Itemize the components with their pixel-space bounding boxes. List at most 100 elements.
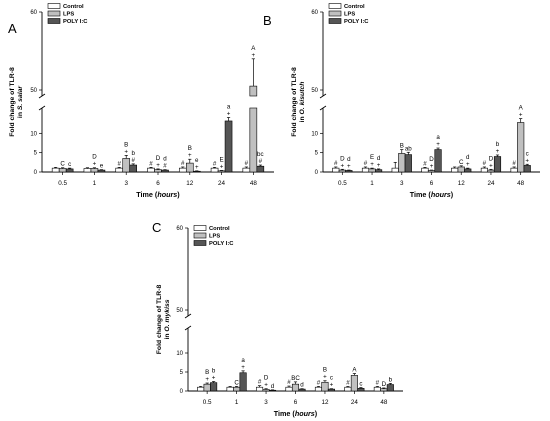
- y-axis-label: Fold change of TLR-8in O. mykiss: [156, 285, 171, 355]
- y-axis-label-species: O. mykiss: [164, 299, 171, 331]
- significance-label: d: [163, 156, 167, 163]
- y-tick-label: 0: [34, 170, 38, 176]
- x-tick-label: 12: [321, 399, 329, 406]
- significance-label: #: [512, 160, 516, 167]
- bar-polyic: [493, 156, 502, 173]
- significance-label: C: [234, 379, 239, 386]
- bar-lps: [58, 168, 67, 173]
- bar-polyic: [161, 169, 169, 173]
- bar-control: [51, 167, 60, 173]
- bar-control: [226, 386, 234, 392]
- bar-lps: [338, 169, 346, 173]
- x-axis-label-suffix: ): [315, 409, 318, 418]
- bar-control: [314, 386, 323, 392]
- bar-polyic: [464, 168, 472, 173]
- significance-label: +: [252, 52, 256, 59]
- legend-swatch-polyic: [193, 240, 207, 246]
- bar-control: [285, 386, 293, 392]
- legend-label-polyic: POLY I:C: [63, 19, 88, 25]
- significance-label: a: [436, 134, 440, 141]
- y-tick-label: 60: [30, 10, 37, 16]
- legend-label-lps: LPS: [344, 12, 355, 18]
- bar-lps-upper: [249, 85, 258, 97]
- legend-swatch-polyic: [328, 18, 342, 24]
- y-tick-label: 10: [176, 351, 183, 357]
- x-tick-label: 24: [487, 180, 495, 187]
- x-axis-label: Time (hours): [274, 409, 318, 418]
- bar-lps: [122, 158, 131, 173]
- significance-label: D: [92, 154, 97, 161]
- bar-control: [83, 168, 92, 173]
- y-axis-label-prefix: in: [299, 114, 306, 122]
- significance-label: +: [519, 112, 523, 119]
- axis-break-mark: [184, 313, 192, 319]
- significance-label: #: [423, 160, 427, 167]
- significance-label: E: [370, 154, 374, 161]
- bar-polyic: [210, 382, 218, 392]
- chart-panel-c: C 0 5 10 50 60 Fold change of TLR-8in O. mykis…: [152, 220, 403, 418]
- significance-label: #: [317, 379, 321, 386]
- x-axis-label-suffix: ): [177, 190, 180, 199]
- significance-label: bc: [257, 151, 264, 158]
- bar-lps: [217, 170, 226, 173]
- significance-label: b: [389, 376, 393, 383]
- x-tick-label: 0.5: [58, 180, 67, 187]
- significance-label: #: [364, 160, 368, 167]
- legend-swatch-lps: [47, 10, 61, 17]
- significance-label: c: [359, 381, 362, 388]
- x-axis-label: Time (hours): [410, 190, 454, 199]
- significance-label: #: [346, 379, 350, 386]
- significance-label: +: [377, 162, 381, 169]
- x-tick-label: 48: [517, 180, 525, 187]
- significance-label: +: [341, 162, 345, 169]
- y-tick-label: 50: [176, 308, 183, 314]
- significance-label: +: [323, 374, 327, 381]
- axis-break-mark: [319, 93, 327, 99]
- axis-break-mark: [38, 93, 46, 99]
- bar-polyic: [434, 149, 442, 173]
- bar-control: [421, 167, 429, 173]
- y-tick-label: 50: [311, 88, 318, 94]
- legend-swatch-control: [47, 3, 61, 9]
- significance-label: c: [68, 161, 71, 168]
- significance-label: d: [466, 154, 470, 161]
- significance-label: D: [382, 381, 387, 388]
- bar-lps: [427, 170, 436, 173]
- significance-label: +: [466, 161, 470, 168]
- bar-polyic: [386, 384, 394, 392]
- bar-control: [480, 167, 488, 173]
- bar-polyic: [298, 388, 306, 392]
- y-tick-label: 60: [176, 226, 183, 232]
- legend-label-control: Control: [63, 4, 84, 10]
- x-tick-label: 6: [294, 399, 298, 406]
- bar-polyic: [65, 168, 74, 173]
- significance-label: B: [205, 369, 209, 376]
- legend-label-polyic: POLY I:C: [344, 19, 369, 25]
- significance-label: #: [149, 160, 153, 167]
- chart-panel-a: A 0 5 10 50 60 Fold change of TLR-8in S. salar…: [8, 3, 274, 199]
- bar-control: [451, 167, 459, 173]
- panel-label: C: [152, 220, 161, 235]
- bar-lps: [90, 168, 99, 173]
- x-tick-label: 24: [218, 180, 226, 187]
- significance-label: E: [219, 156, 223, 163]
- x-axis-label-prefix: Time (: [136, 190, 158, 199]
- axis-break-mark: [38, 105, 46, 111]
- significance-label: b: [496, 141, 500, 148]
- y-tick-label: 60: [311, 10, 318, 16]
- bar-polyic: [192, 170, 201, 173]
- bar-polyic: [404, 154, 412, 173]
- y-axis-label-prefix: in: [17, 110, 24, 118]
- significance-label: D: [156, 155, 161, 162]
- significance-label: +: [220, 163, 224, 170]
- y-axis-label-line1: Fold change of TLR-8: [156, 285, 163, 355]
- significance-label: +: [195, 164, 199, 171]
- bar-control: [344, 386, 352, 392]
- x-tick-label: 3: [264, 399, 268, 406]
- significance-label: +: [212, 375, 216, 382]
- bar-polyic: [375, 169, 383, 173]
- significance-label: C: [459, 159, 464, 166]
- legend-swatch-control: [328, 3, 342, 9]
- legend-label-control: Control: [209, 226, 230, 232]
- chart-panel-b: B 0 5 10 50 60 Fold change of TLR-8in O. kisut…: [263, 3, 540, 199]
